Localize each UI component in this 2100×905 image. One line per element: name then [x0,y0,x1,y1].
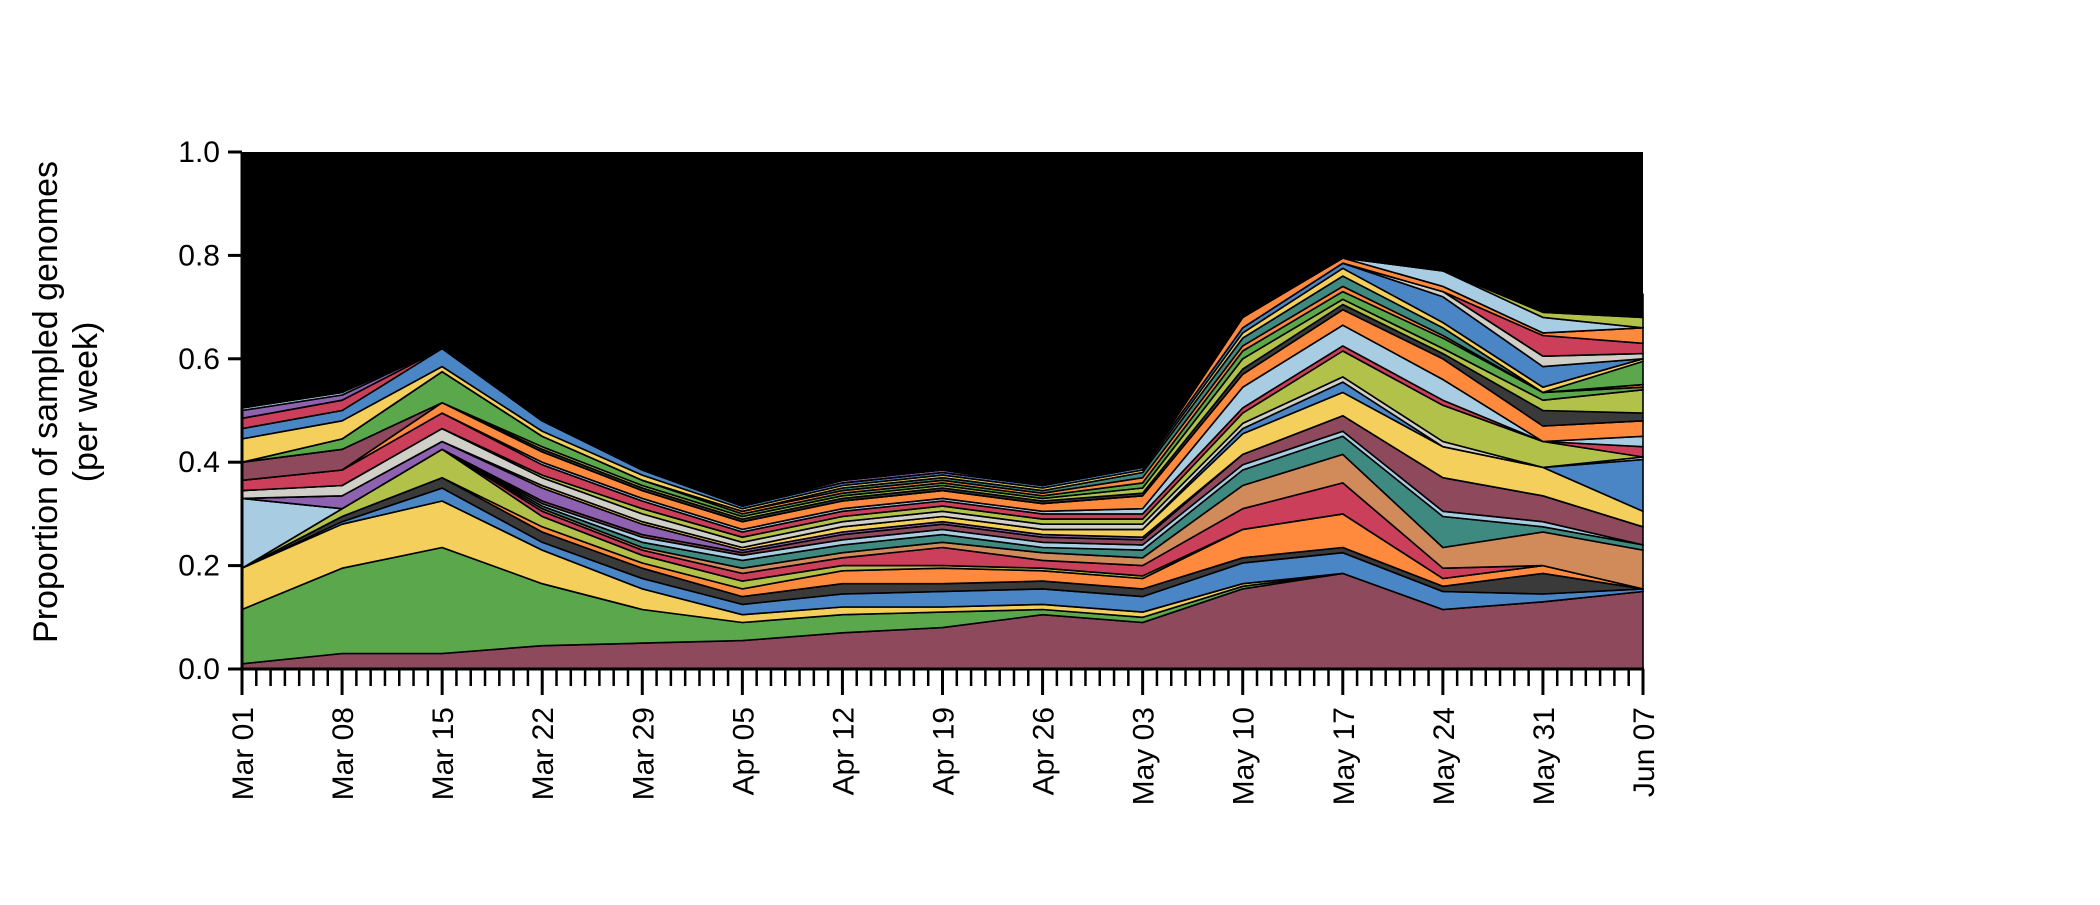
x-tick-label: Mar 01 [227,707,260,800]
x-tick-label: Mar 08 [327,707,360,800]
y-tick-label: 1.0 [178,136,220,169]
axes: 0.0 0.2 0.4 0.6 0.8 1.0 Mar 01 Mar 08 Mar 15 Mar … [178,136,1661,805]
plot-areas [241,152,1644,670]
x-tick-label: Mar 15 [427,707,460,800]
x-tick-label: Jun 07 [1628,707,1661,797]
x-tick-label: Apr 26 [1028,707,1061,795]
x-tick-label: May 17 [1328,707,1361,805]
x-tick-label: May 24 [1428,707,1461,805]
y-tick-label: 0.4 [178,446,220,479]
y-axis-label: Proportion of sampled genomes [27,161,65,643]
x-tick-label: May 10 [1228,707,1261,805]
x-tick-label: Apr 19 [928,707,961,795]
series-area-36 [241,161,1644,507]
y-tick-label: 0.8 [178,239,220,272]
y-tick-label: 0.2 [178,550,220,583]
y-tick-label: 0.6 [178,343,220,376]
y-axis-label-line2: (per week) [67,322,105,483]
x-tick-label: Mar 29 [627,707,660,800]
x-tick-label: May 31 [1528,707,1561,805]
y-tick-label: 0.0 [178,653,220,686]
x-tick-label: Apr 12 [827,707,860,795]
x-tick-label: May 03 [1128,707,1161,805]
x-tick-label: Apr 05 [727,707,760,795]
x-tick-label: Mar 22 [527,707,560,800]
